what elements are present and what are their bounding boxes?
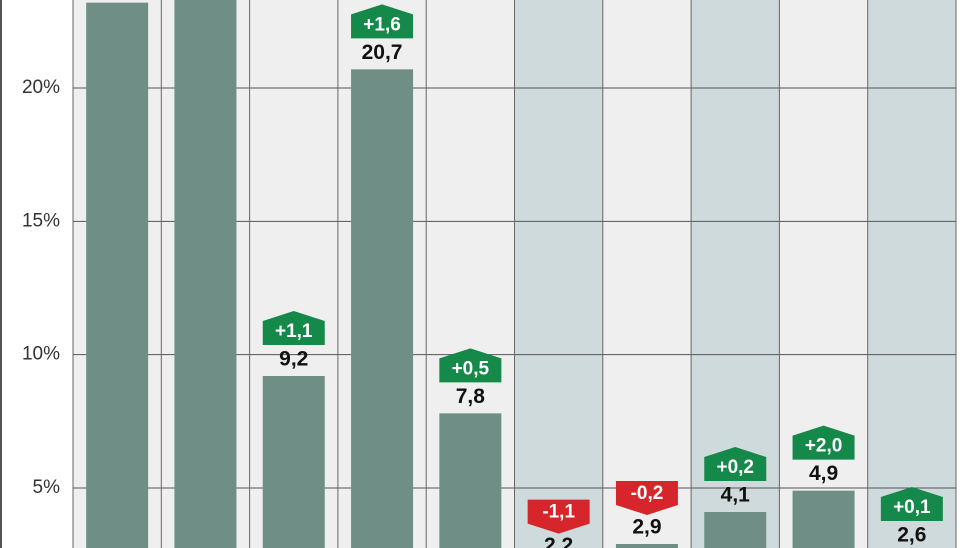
bar (351, 69, 414, 548)
bar (704, 512, 767, 548)
change-label: +1,6 (363, 14, 401, 35)
value-label: 4,1 (721, 484, 751, 507)
bar (86, 2, 149, 548)
change-badge (704, 447, 767, 481)
column-bg (602, 0, 692, 548)
change-badge (792, 425, 855, 460)
bar (615, 544, 678, 548)
change-label: +2,0 (805, 436, 843, 457)
change-label: +0,1 (893, 497, 931, 518)
value-label: 20,7 (362, 41, 403, 64)
bar (439, 413, 502, 548)
value-label: 2,2 (544, 534, 573, 548)
change-label: +0,2 (716, 457, 754, 478)
y-tick-label: 15% (22, 210, 60, 231)
change-badge (351, 4, 414, 39)
value-label: 2,6 (897, 524, 926, 547)
column-bg (514, 0, 603, 548)
value-label: 7,8 (456, 385, 486, 408)
value-label: 9,2 (279, 348, 308, 371)
value-label: 2,9 (632, 516, 661, 539)
change-label: +1,1 (275, 321, 313, 342)
change-label: -1,1 (542, 502, 575, 523)
y-tick-label: 5% (33, 477, 61, 498)
change-badge (439, 348, 502, 383)
change-label: +0,5 (452, 358, 490, 379)
bar (262, 376, 325, 548)
change-label: -0,2 (631, 483, 664, 504)
value-label: 4,9 (809, 462, 838, 485)
change-badge (262, 311, 325, 345)
bar (792, 490, 855, 548)
change-badge (880, 487, 943, 521)
y-tick-label: 20% (22, 77, 60, 98)
column-bg (867, 0, 956, 548)
bar (174, 0, 237, 548)
change-badge (615, 481, 678, 515)
y-tick-label: 10% (22, 344, 60, 365)
change-badge (527, 499, 590, 534)
